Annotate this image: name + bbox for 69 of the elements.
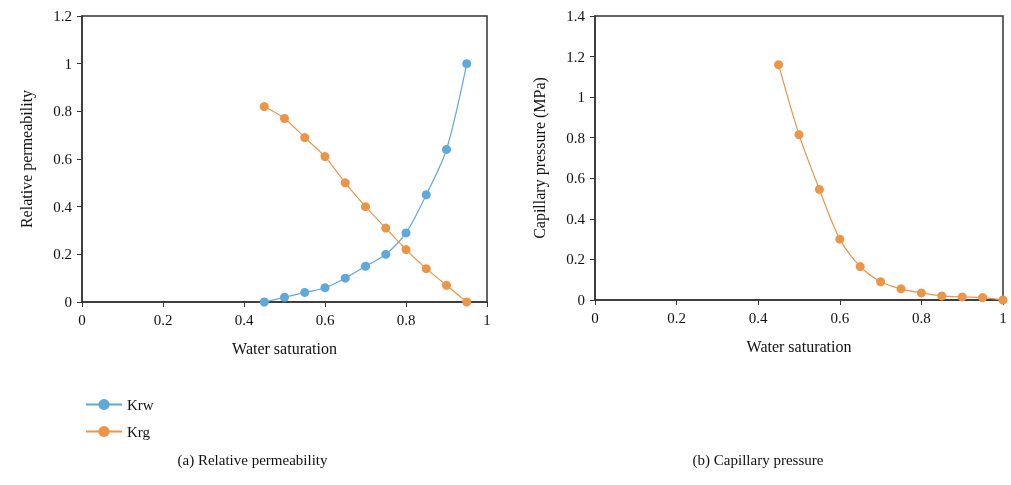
point	[442, 144, 451, 154]
x-tick-label: 0.8	[912, 309, 931, 326]
point	[421, 190, 431, 200]
point	[300, 287, 310, 297]
point	[998, 295, 1008, 305]
x-tick-label: 0.6	[315, 311, 335, 328]
point	[381, 249, 391, 259]
y-tick-label: 0.2	[53, 246, 72, 263]
point	[462, 59, 472, 69]
text: (b) Capillary pressure	[692, 451, 824, 469]
x-tick-label: 0.8	[396, 311, 416, 328]
point	[340, 178, 350, 188]
point	[280, 292, 289, 302]
point	[421, 264, 431, 274]
y-axis-title: Capillary pressure (MPa)	[530, 77, 549, 239]
x-tick-label: 0.4	[234, 311, 254, 328]
x-tick-label: 1	[999, 309, 1007, 326]
y-tick-label: 0.4	[53, 198, 73, 215]
x-tick-label: 1	[483, 311, 491, 328]
legend-label: Krw	[127, 396, 154, 413]
point	[361, 261, 370, 271]
y-tick-label: 0.6	[566, 170, 586, 187]
point	[916, 288, 926, 298]
point	[442, 280, 451, 290]
point	[361, 202, 370, 212]
point	[259, 297, 269, 307]
y-tick-label: 0	[577, 292, 585, 308]
point	[340, 273, 350, 283]
point	[876, 277, 886, 287]
point	[937, 291, 947, 301]
point	[320, 283, 330, 293]
point	[401, 245, 411, 255]
y-tick-label: 1.4	[566, 8, 586, 24]
text: (a) Relative permeability	[177, 451, 328, 469]
x-tick-label: 0.4	[748, 309, 769, 326]
point	[401, 228, 411, 238]
x-tick-label: 0	[591, 309, 599, 326]
point	[978, 293, 988, 303]
y-tick-label: 0.6	[53, 151, 73, 167]
point	[855, 262, 865, 272]
y-tick-label: 1	[577, 89, 585, 106]
y-tick-label: 0.8	[566, 129, 585, 146]
y-tick-label: 0.8	[53, 103, 72, 120]
point	[280, 113, 289, 123]
x-axis-title: Water saturation	[232, 339, 337, 357]
y-tick-label: 0	[64, 294, 72, 310]
y-tick-label: 1.2	[566, 48, 585, 65]
point	[300, 133, 310, 143]
point	[774, 60, 784, 70]
point	[896, 284, 906, 294]
y-tick-label: 0.4	[566, 210, 586, 227]
x-axis-title: Water saturation	[746, 337, 852, 355]
x-tick-label: 0.6	[830, 309, 850, 326]
y-tick-label: 1	[64, 55, 72, 72]
x-tick-label: 0.2	[153, 311, 173, 328]
x-tick-label: 0.2	[667, 309, 686, 326]
point	[462, 297, 472, 307]
point	[794, 130, 804, 140]
y-axis-title: Relative permeability	[17, 89, 36, 229]
y-tick-label: 1.2	[53, 8, 72, 24]
point	[957, 292, 967, 302]
y-tick-label: 0.2	[566, 251, 585, 268]
point	[259, 102, 269, 112]
legend-label: Krg	[127, 423, 151, 440]
x-tick-label: 0	[78, 311, 86, 328]
point	[814, 184, 824, 194]
point	[320, 152, 330, 162]
point	[835, 234, 845, 244]
point	[381, 223, 391, 233]
